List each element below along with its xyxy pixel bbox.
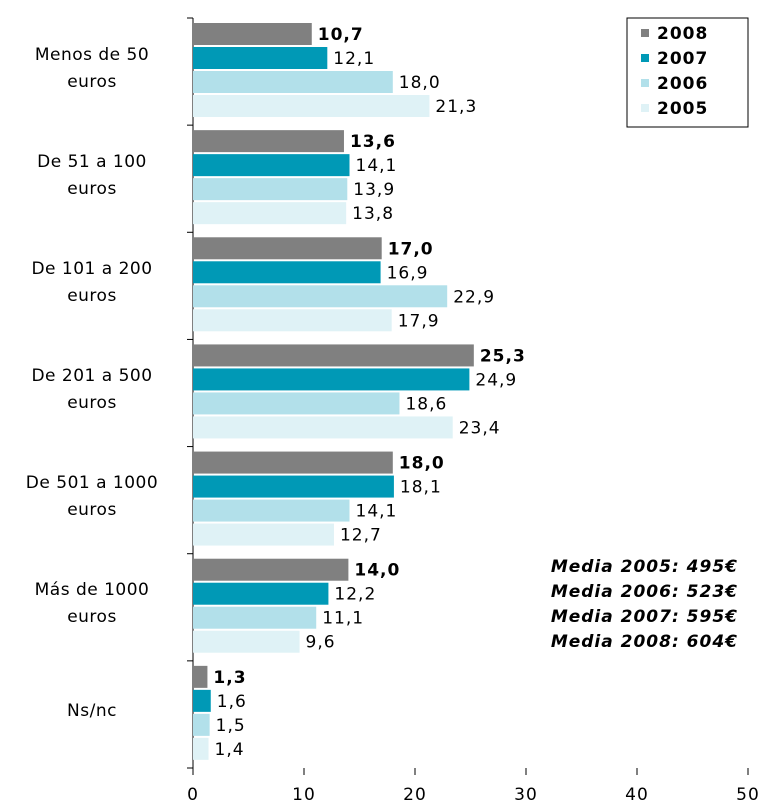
bar <box>193 630 300 653</box>
value-label: 14,1 <box>356 156 398 176</box>
bar <box>193 237 382 260</box>
bar <box>193 368 470 391</box>
bar <box>193 499 350 522</box>
value-label: 12,2 <box>334 585 376 605</box>
bar <box>193 713 210 736</box>
bar <box>193 558 349 581</box>
legend-label: 2005 <box>657 99 708 119</box>
value-label: 18,6 <box>405 394 447 414</box>
x-tick-label: 20 <box>403 785 427 805</box>
bar <box>193 47 328 69</box>
bar <box>193 309 392 332</box>
value-label: 16,9 <box>387 263 429 283</box>
annotation: Media 2005: 495€ <box>551 557 738 577</box>
value-label: 1,6 <box>217 692 247 712</box>
legend-label: 2007 <box>657 49 708 69</box>
annotation: Media 2006: 523€ <box>551 582 738 602</box>
x-tick-label: 10 <box>292 785 316 805</box>
value-label: 25,3 <box>480 346 526 366</box>
bar <box>193 344 474 367</box>
category-label: De 101 a 200 euros <box>31 258 153 306</box>
category-label: De 51 a 100 euros <box>37 151 147 199</box>
value-label: 14,1 <box>356 502 398 522</box>
bar <box>193 451 393 474</box>
legend-swatch <box>641 104 649 112</box>
value-label: 9,6 <box>306 633 336 653</box>
bar <box>193 178 348 201</box>
annotation: Media 2007: 595€ <box>551 607 738 627</box>
bar <box>193 606 317 629</box>
value-label: 12,7 <box>340 526 382 546</box>
value-label: 17,9 <box>398 311 440 331</box>
bar <box>193 689 211 712</box>
legend-label: 2006 <box>657 74 708 94</box>
bar <box>193 23 312 45</box>
category-label: Más de 1000 euros <box>34 580 150 628</box>
bar <box>193 154 350 177</box>
value-label: 1,5 <box>216 716 246 736</box>
bar <box>193 475 394 498</box>
value-label: 23,4 <box>459 418 501 438</box>
x-tick-label: 30 <box>514 785 538 805</box>
value-label: 18,0 <box>399 454 445 474</box>
category-label: De 501 a 1000 euros <box>25 473 159 521</box>
legend-swatch <box>641 79 649 87</box>
bar <box>193 71 393 93</box>
bar <box>193 202 347 225</box>
x-tick-label: 40 <box>625 785 649 805</box>
bar <box>193 130 344 153</box>
value-label: 18,0 <box>399 73 441 93</box>
legend-swatch <box>641 54 649 62</box>
bar <box>193 261 381 284</box>
bar <box>193 523 334 546</box>
legend-label: 2008 <box>657 24 708 44</box>
value-label: 22,9 <box>453 287 495 307</box>
value-label: 10,7 <box>318 25 364 45</box>
value-label: 11,1 <box>322 609 364 629</box>
bar <box>193 285 448 308</box>
value-label: 13,9 <box>353 180 395 200</box>
value-label: 12,1 <box>333 49 375 69</box>
value-label: 1,4 <box>215 740 245 760</box>
value-label: 21,3 <box>435 97 477 117</box>
value-label: 24,9 <box>475 370 517 390</box>
value-label: 13,6 <box>350 132 396 152</box>
bar <box>193 95 430 117</box>
bar <box>193 665 208 688</box>
value-label: 17,0 <box>388 239 434 259</box>
bar <box>193 582 329 605</box>
x-tick-label: 0 <box>187 785 199 805</box>
bar <box>193 392 400 415</box>
value-label: 1,3 <box>213 668 246 688</box>
category-label: Ns/nc <box>67 700 117 721</box>
value-label: 14,0 <box>354 561 400 581</box>
value-label: 18,1 <box>400 478 442 498</box>
category-label: Menos de 50 euros <box>34 44 150 92</box>
category-label: De 201 a 500 euros <box>31 366 153 413</box>
bar <box>193 737 209 760</box>
x-tick-label: 50 <box>736 785 760 805</box>
legend-swatch <box>641 29 649 37</box>
annotation: Media 2008: 604€ <box>551 632 738 652</box>
value-label: 13,8 <box>352 204 394 224</box>
bar <box>193 416 453 439</box>
